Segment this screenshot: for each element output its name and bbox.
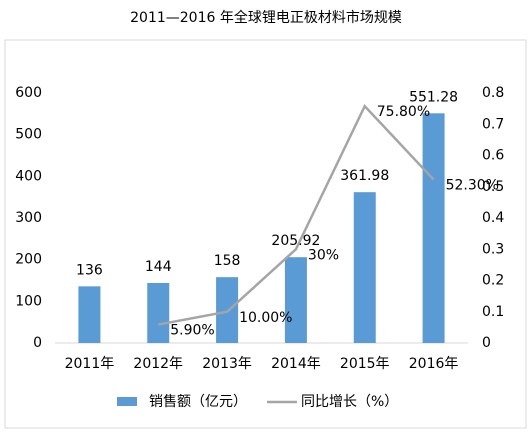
y2-tick-label: 0.2 [482, 273, 504, 289]
x-tick-label: 2014年 [271, 356, 321, 372]
line-value-label: 75.80% [377, 104, 430, 120]
y-tick-label: 200 [15, 252, 42, 268]
bar [353, 192, 376, 343]
x-tick-label: 2013年 [202, 356, 252, 372]
y2-tick-label: 0.5 [482, 179, 504, 195]
y2-tick-label: 0.1 [482, 304, 504, 320]
line [158, 103, 435, 326]
y2-tick-label: 0.8 [482, 85, 504, 101]
bar-value-label: 144 [145, 259, 172, 275]
line-value-label: 10.00% [239, 310, 292, 326]
y-tick-label: 500 [15, 127, 42, 143]
line-value-label: 30% [308, 247, 339, 263]
bar-value-label: 551.28 [409, 89, 458, 105]
x-tick-label: 2015年 [340, 356, 390, 372]
legend-label: 同比增长（%） [301, 394, 398, 410]
line-value-label: 5.90% [170, 323, 214, 339]
line-value-label: 52.30% [446, 178, 499, 194]
bar [78, 286, 101, 343]
bar-value-label: 205.92 [271, 233, 320, 249]
x-tick-label: 2011年 [65, 356, 115, 372]
bar-value-label: 136 [76, 262, 103, 278]
y-tick-label: 600 [15, 85, 42, 101]
bar-value-label: 158 [214, 253, 241, 269]
bar [147, 283, 170, 343]
y2-tick-label: 0.3 [482, 241, 504, 257]
y-tick-label: 100 [15, 293, 42, 309]
chart-title: 2011—2016 年全球锂电正极材料市场规模 [130, 9, 402, 26]
bar [422, 113, 445, 343]
bar [284, 257, 307, 343]
x-tick-label: 2016年 [409, 356, 459, 372]
y-tick-label: 0 [33, 335, 42, 351]
x-tick-label: 2012年 [133, 356, 183, 372]
bar-value-label: 361.98 [340, 168, 389, 184]
y2-tick-label: 0.6 [482, 148, 504, 164]
legend-label: 销售额（亿元） [149, 394, 247, 410]
y-tick-label: 400 [15, 168, 42, 184]
y2-tick-label: 0 [482, 335, 491, 351]
legend-swatch [117, 397, 137, 406]
y2-tick-label: 0.4 [482, 210, 504, 226]
y-tick-label: 300 [15, 210, 42, 226]
chart-border [4, 39, 527, 429]
y2-tick-label: 0.7 [482, 116, 504, 132]
